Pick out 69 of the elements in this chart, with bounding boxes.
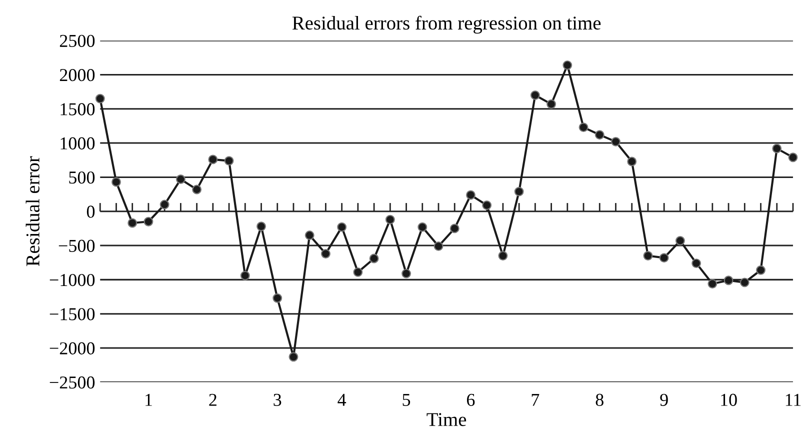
- point: [240, 270, 250, 280]
- x-tick-label: 9: [660, 394, 668, 406]
- point: [192, 184, 202, 194]
- y-tick-label: 2500: [60, 34, 95, 48]
- point: [144, 216, 154, 226]
- x-tick-label: 1: [146, 394, 152, 406]
- point: [482, 200, 492, 210]
- x-tick-label: 5: [402, 394, 410, 406]
- x-tick-label: 11: [786, 394, 801, 406]
- point: [402, 268, 411, 278]
- y-tick-label: 1500: [60, 103, 95, 116]
- chart-title: Residual errors from regression on time: [292, 16, 601, 34]
- point: [594, 130, 604, 140]
- point: [224, 156, 234, 166]
- point: [160, 200, 170, 210]
- point: [530, 90, 540, 100]
- y-tick-label: 2000: [60, 68, 95, 82]
- point: [788, 152, 798, 162]
- point: [466, 190, 476, 200]
- point: [611, 136, 620, 146]
- point: [337, 222, 347, 232]
- point: [578, 122, 588, 132]
- point: [320, 249, 330, 258]
- x-axis-title: Time: [426, 413, 466, 426]
- point: [675, 236, 685, 246]
- x-tick-label: 2: [209, 394, 216, 406]
- point: [385, 214, 395, 224]
- point: [659, 253, 669, 263]
- point: [724, 276, 734, 286]
- y-tick-label: 500: [69, 171, 95, 184]
- y-tick-label: −1500: [50, 308, 95, 320]
- y-tick-label: −500: [58, 240, 95, 252]
- x-tick-label: 3: [274, 394, 282, 406]
- point: [546, 99, 556, 109]
- point: [434, 241, 444, 251]
- point: [272, 293, 282, 303]
- point: [643, 251, 653, 260]
- point: [498, 251, 508, 260]
- point: [514, 186, 524, 196]
- point: [772, 144, 782, 154]
- x-tick-label: 8: [596, 394, 604, 406]
- y-tick-label: 0: [86, 206, 95, 218]
- y-axis-title: Residual error: [26, 156, 40, 266]
- point: [692, 258, 702, 268]
- x-tick-label: 10: [721, 394, 737, 406]
- point: [304, 230, 314, 240]
- point: [95, 94, 105, 104]
- point: [353, 267, 363, 277]
- point: [176, 174, 186, 184]
- point: [418, 222, 428, 232]
- point: [450, 224, 460, 234]
- x-tick-label: 6: [466, 394, 475, 406]
- point: [208, 154, 218, 164]
- point: [369, 254, 379, 264]
- point: [128, 218, 138, 228]
- point: [288, 352, 298, 362]
- point: [562, 60, 572, 70]
- point: [756, 265, 766, 275]
- point: [256, 222, 266, 232]
- x-tick-label: 7: [532, 394, 540, 406]
- y-tick-label: −2500: [50, 376, 95, 389]
- point: [708, 279, 718, 289]
- x-tick-label: 4: [338, 394, 346, 406]
- point: [740, 278, 750, 288]
- point: [627, 156, 637, 166]
- y-tick-label: 1000: [60, 137, 95, 150]
- point: [112, 177, 121, 187]
- y-tick-label: −2000: [50, 342, 95, 354]
- y-tick-label: −1000: [50, 274, 95, 286]
